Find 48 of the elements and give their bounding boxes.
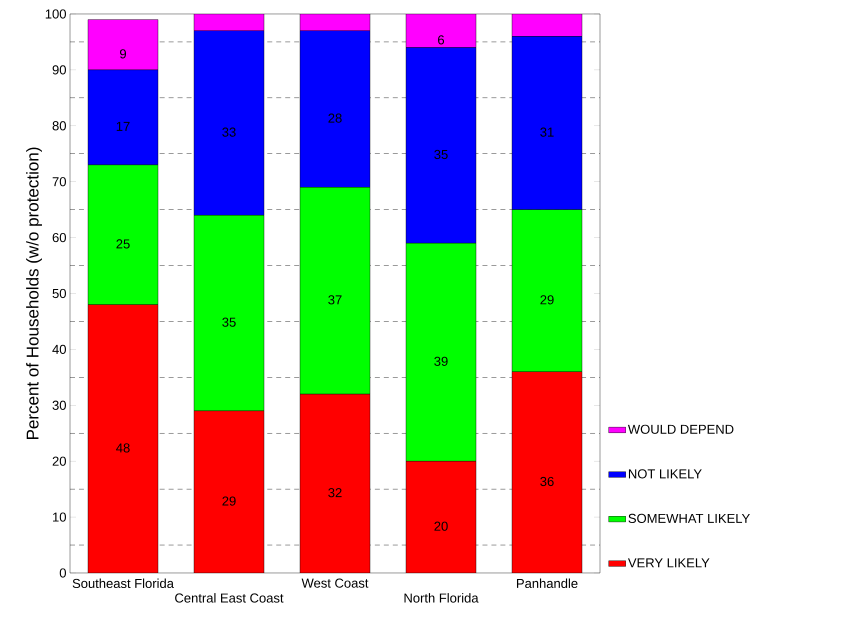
x-tick-label: Southeast Florida (72, 578, 174, 588)
bar (300, 394, 370, 573)
bar (406, 460, 476, 573)
data-label: 25 (116, 239, 130, 249)
data-label: 32 (328, 488, 342, 498)
data-label: 37 (328, 295, 342, 304)
bar (88, 19, 158, 70)
data-label: 6 (438, 35, 444, 44)
legend-label: SOMEWHAT LIKELY (628, 514, 750, 524)
y-tick-label: 100 (46, 9, 66, 19)
y-tick-label: 90 (52, 65, 66, 74)
data-label: 28 (328, 114, 342, 123)
legend-label: VERY LIKELY (628, 558, 710, 568)
y-tick-label: 10 (53, 512, 66, 522)
y-tick-label: 40 (52, 344, 66, 354)
y-tick-label: 60 (52, 232, 66, 242)
x-tick-label: North Florida (404, 593, 479, 603)
bar (512, 372, 582, 573)
y-tick-label: 50 (52, 288, 66, 298)
bar (194, 14, 264, 31)
bar (406, 14, 476, 48)
data-label: 35 (222, 318, 236, 327)
legend-label: NOT LIKELY (628, 469, 702, 478)
bar (88, 304, 158, 573)
y-tick-label: 30 (52, 400, 66, 410)
data-label: 31 (540, 128, 554, 137)
y-axis-title: Percent of Households (w/o protection) (26, 148, 42, 440)
bar (512, 14, 582, 37)
y-tick-label: 80 (52, 121, 66, 130)
y-tick-label: 0 (60, 568, 66, 578)
y-tick-label: 20 (52, 456, 66, 466)
data-label: 39 (434, 356, 448, 366)
bar (300, 14, 370, 31)
bar (194, 410, 264, 573)
x-tick-label: Panhandle (516, 578, 578, 588)
y-tick-label: 70 (52, 177, 66, 186)
data-label: 29 (222, 496, 236, 506)
data-label: 9 (120, 49, 126, 58)
data-label: 48 (116, 443, 130, 453)
x-tick-label: West Coast (302, 578, 368, 588)
data-label: 33 (222, 128, 236, 137)
data-label: 35 (434, 150, 448, 160)
legend-label: WOULD DEPEND (628, 424, 734, 434)
data-label: 36 (540, 476, 554, 486)
data-label: 17 (116, 122, 130, 131)
data-label: 20 (434, 522, 448, 531)
data-label: 29 (540, 295, 554, 304)
x-tick-label: Central East Coast (175, 593, 284, 603)
